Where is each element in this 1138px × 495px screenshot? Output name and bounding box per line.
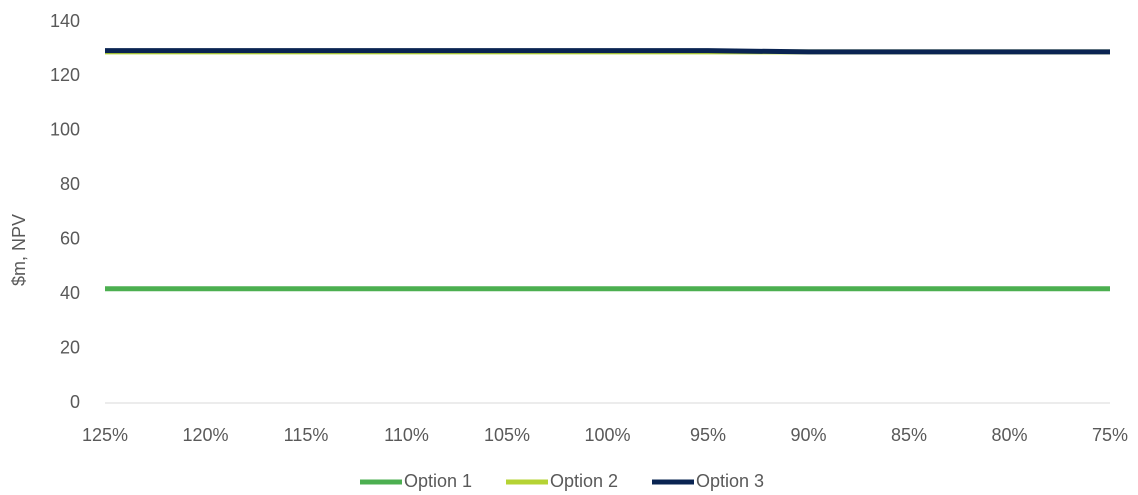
x-tick-label: 85% — [891, 425, 927, 445]
x-tick-label: 80% — [991, 425, 1027, 445]
x-tick-label: 120% — [182, 425, 228, 445]
x-tick-label: 110% — [384, 425, 429, 445]
x-tick-label: 125% — [82, 425, 128, 445]
y-tick-label: 100 — [50, 120, 80, 140]
legend-label: Option 2 — [550, 471, 618, 491]
y-tick-label: 140 — [50, 11, 80, 31]
legend-label: Option 3 — [696, 471, 764, 491]
x-tick-label: 115% — [284, 425, 329, 445]
y-tick-label: 0 — [70, 392, 80, 412]
x-tick-label: 90% — [790, 425, 826, 445]
x-tick-label: 95% — [690, 425, 726, 445]
y-tick-label: 60 — [60, 228, 80, 248]
y-tick-label: 80 — [60, 174, 80, 194]
x-tick-label: 75% — [1092, 425, 1128, 445]
x-tick-label: 105% — [484, 425, 530, 445]
x-tick-label: 100% — [584, 425, 630, 445]
y-axis-label: $m, NPV — [9, 214, 29, 286]
series-line — [105, 48, 1110, 55]
y-tick-label: 120 — [50, 65, 80, 85]
y-tick-label: 40 — [60, 283, 80, 303]
y-tick-label: 20 — [60, 337, 80, 357]
legend-label: Option 1 — [404, 471, 472, 491]
